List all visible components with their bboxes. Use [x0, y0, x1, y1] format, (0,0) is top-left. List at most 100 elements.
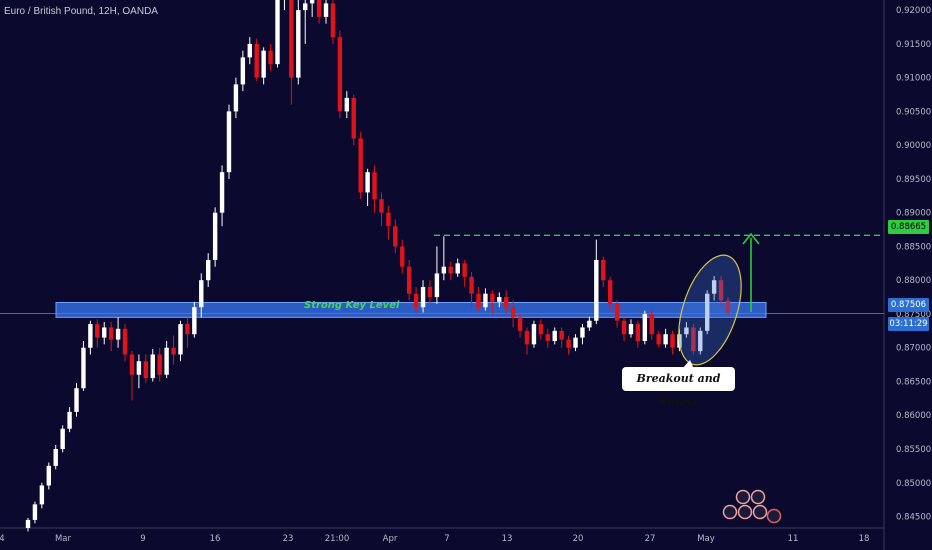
candle-body	[517, 317, 523, 331]
candle-body	[663, 334, 668, 345]
candle-body	[580, 327, 585, 338]
event-marker-icon	[750, 489, 766, 505]
candle-body	[268, 50, 273, 65]
candle-body	[365, 172, 370, 193]
candle-body	[448, 266, 453, 274]
candle-body	[115, 328, 121, 340]
candle-body	[711, 280, 717, 294]
candle-body	[129, 354, 135, 375]
candle-body	[483, 293, 488, 308]
current-price-tag: 0.87506	[888, 298, 929, 312]
candle-body	[136, 361, 142, 375]
candle-body	[344, 97, 350, 112]
target-arrow-head	[742, 232, 760, 245]
annotation-pointer	[682, 360, 694, 369]
x-tick-label: 27	[645, 534, 656, 544]
candle-body	[88, 324, 93, 348]
candle-body	[621, 320, 627, 335]
candle-body	[698, 330, 703, 352]
candle-body	[178, 324, 183, 355]
key-level-zone	[55, 301, 767, 318]
event-marker-icon	[752, 504, 768, 520]
target-price-tag: 0.88665	[888, 220, 929, 234]
candle-body	[524, 330, 530, 345]
candle-body	[39, 485, 45, 505]
candle-body	[32, 504, 38, 520]
y-tick-label: 0.85500	[896, 445, 931, 455]
candle-body	[455, 263, 460, 274]
candle-body	[247, 43, 252, 58]
candle-body	[164, 347, 169, 375]
candle-body	[46, 465, 51, 486]
x-tick-label: 16	[210, 534, 221, 544]
candle-body	[545, 334, 551, 341]
candle-body	[323, 3, 329, 17]
y-tick-label: 0.90500	[896, 107, 931, 117]
key-level-label: Strong Key Level	[304, 300, 400, 311]
candle-body	[490, 293, 495, 302]
candle-timer-tag: 03:11:29	[888, 317, 929, 331]
candle-body	[559, 330, 564, 340]
candle-body	[289, 0, 294, 78]
x-tick-label: 9	[140, 534, 145, 544]
x-tick-label: May	[697, 534, 715, 544]
candle-body	[171, 347, 176, 355]
candle-body	[594, 259, 599, 321]
candle-body	[718, 280, 724, 301]
event-marker-icon	[735, 489, 751, 505]
y-tick-label: 0.91000	[896, 74, 931, 84]
candle-body	[185, 324, 190, 335]
candle-body	[538, 324, 544, 335]
breakout-ellipse	[678, 254, 742, 366]
candle-body	[601, 259, 606, 281]
x-tick-label: 7	[444, 534, 449, 544]
y-tick-label: 0.90000	[896, 141, 931, 151]
y-tick-label: 0.88000	[896, 276, 931, 286]
event-marker-icon	[737, 504, 753, 520]
candle-body	[309, 0, 315, 4]
y-tick-label: 0.84500	[896, 513, 931, 523]
y-tick-label: 0.87500	[896, 310, 931, 320]
chart-title: Euro / British Pound, 12H, OANDA	[4, 6, 158, 17]
x-tick-label: 11	[788, 534, 799, 544]
candle-body	[684, 327, 689, 335]
candle-body	[233, 84, 239, 112]
candle-body	[316, 0, 322, 17]
candle-body	[108, 327, 114, 340]
candle-body	[566, 339, 571, 348]
candle-body	[406, 266, 412, 294]
candle-body	[649, 313, 654, 335]
candle-body	[469, 276, 474, 294]
candle-body	[393, 226, 398, 247]
candle-body	[413, 293, 419, 308]
candle-body	[275, 0, 280, 65]
event-marker-icon	[722, 504, 738, 520]
candle-body	[67, 411, 72, 429]
candle-body	[226, 111, 232, 173]
candle-body	[25, 519, 31, 528]
candle-body	[205, 259, 211, 281]
x-tick-label: Apr	[383, 534, 398, 544]
candle-body	[614, 303, 620, 321]
y-tick-label: 0.86500	[896, 377, 931, 387]
y-tick-label: 0.88500	[896, 242, 931, 252]
event-marker-icon	[766, 508, 782, 524]
y-tick-label: 0.91500	[896, 40, 931, 50]
candle-body	[441, 266, 447, 274]
candle-body	[462, 263, 467, 277]
y-tick-label: 0.85000	[896, 479, 931, 489]
candle-body	[476, 293, 481, 308]
y-tick-label: 0.86000	[896, 411, 931, 421]
candle-body	[81, 347, 86, 389]
y-tick-label: 0.89500	[896, 175, 931, 185]
candle-body	[219, 172, 225, 213]
candle-body	[261, 50, 266, 78]
candle-body	[60, 428, 65, 450]
candle-body	[212, 212, 218, 260]
candle-body	[157, 354, 162, 375]
candle-body	[628, 324, 634, 335]
candle-body	[642, 313, 648, 341]
candle-body	[254, 43, 259, 78]
candle-body	[330, 3, 336, 38]
